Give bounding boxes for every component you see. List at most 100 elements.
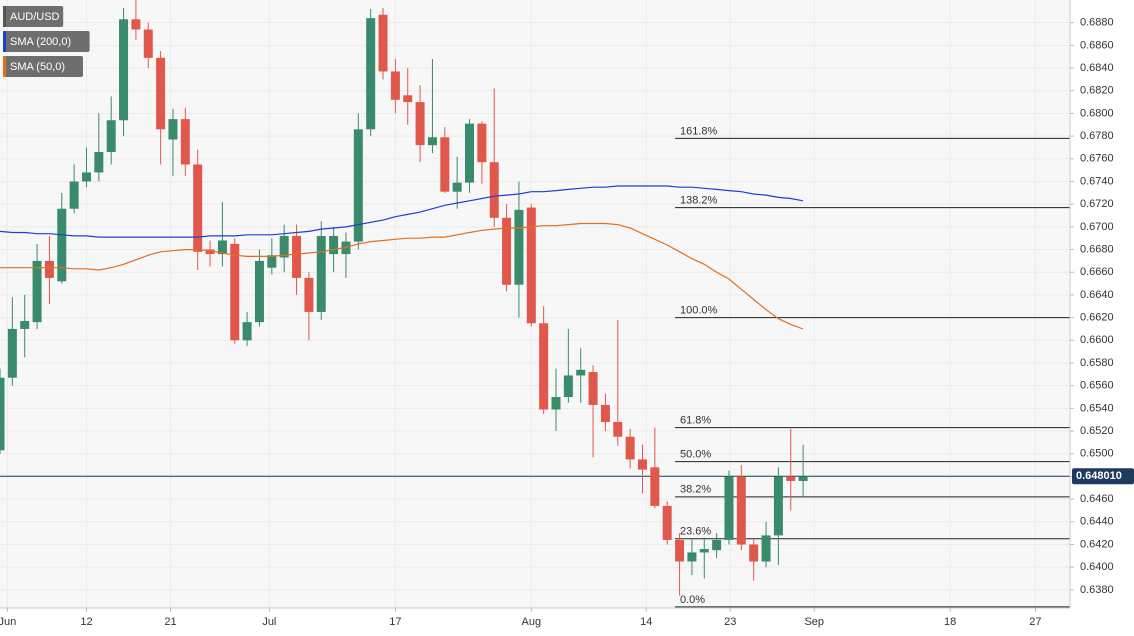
candle-body — [650, 467, 660, 506]
y-tick-label: 0.6700 — [1080, 221, 1114, 233]
y-tick-label: 0.6420 — [1080, 538, 1114, 550]
legend-label: AUD/USD — [10, 11, 60, 23]
candle-body — [254, 260, 264, 323]
candle-body — [390, 71, 400, 100]
candle-body — [563, 375, 573, 398]
y-tick-label: 0.6400 — [1080, 561, 1114, 573]
x-tick-label: Aug — [522, 616, 542, 628]
x-tick-label: 27 — [1029, 616, 1041, 628]
candle-body — [292, 235, 302, 278]
candle-body — [180, 119, 190, 165]
candle-body — [81, 172, 91, 182]
candle-body — [699, 549, 709, 553]
y-tick-label: 0.6780 — [1080, 130, 1114, 142]
y-tick-label: 0.6820 — [1080, 85, 1114, 97]
candle-body — [675, 539, 685, 562]
y-tick-label: 0.6500 — [1080, 448, 1114, 460]
fib-level-label: 38.2% — [680, 484, 711, 496]
fib-level-label: 161.8% — [680, 125, 718, 137]
x-tick-label: Jul — [262, 616, 276, 628]
candle-body — [489, 162, 499, 218]
candle-body — [588, 372, 598, 405]
candle-body — [452, 182, 462, 192]
y-tick-label: 0.6440 — [1080, 516, 1114, 528]
y-tick-label: 0.6560 — [1080, 380, 1114, 392]
candle-body — [773, 476, 783, 536]
candle-body — [242, 322, 252, 341]
candle-body — [217, 240, 227, 255]
candle-body — [724, 476, 734, 540]
candle-body — [57, 208, 67, 282]
y-tick-label: 0.6740 — [1080, 175, 1114, 187]
candle-body — [366, 18, 376, 130]
candle-body — [415, 102, 425, 146]
legend-marker — [3, 56, 6, 77]
legend-box — [3, 56, 83, 77]
price-label: 0.648010 — [1076, 470, 1122, 482]
y-tick-label: 0.6880 — [1080, 17, 1114, 29]
candle-body — [106, 120, 116, 152]
candle-body — [131, 19, 141, 30]
legend: AUD/USD SMA (200,0) SMA (50,0) — [3, 6, 90, 77]
candle-body — [119, 19, 129, 121]
price-label-box — [1072, 468, 1134, 485]
x-tick-label: 23 — [724, 616, 736, 628]
candle-body — [304, 277, 314, 312]
candle-body — [427, 137, 437, 146]
candle-body — [378, 14, 388, 72]
fib-level-label: 23.6% — [680, 526, 711, 538]
candle-body — [20, 321, 30, 329]
legend-box — [3, 31, 90, 52]
candle-body — [798, 476, 808, 481]
candle-body — [477, 123, 487, 163]
candle-body — [514, 209, 524, 285]
fib-level-label: 138.2% — [680, 194, 718, 206]
candle-body — [576, 369, 586, 376]
x-tick-label: Jun — [0, 616, 16, 628]
candle-body — [539, 323, 549, 410]
sma-line — [0, 222, 804, 330]
candle-body — [353, 129, 363, 242]
candle-body — [662, 505, 672, 540]
candle-body — [279, 235, 289, 258]
candle-body — [205, 249, 215, 255]
legend-label: SMA (200,0) — [10, 36, 71, 48]
x-tick-label: 12 — [80, 616, 92, 628]
y-tick-label: 0.6680 — [1080, 243, 1114, 255]
y-tick-label: 0.6540 — [1080, 402, 1114, 414]
y-tick-label: 0.6600 — [1080, 334, 1114, 346]
candle-body — [267, 255, 277, 268]
candle-body — [168, 119, 178, 140]
candle-body — [637, 459, 647, 470]
candle-body — [69, 181, 79, 209]
y-tick-label: 0.6660 — [1080, 266, 1114, 278]
candle-body — [502, 217, 512, 285]
x-tick-label: 21 — [164, 616, 176, 628]
candle-body — [0, 377, 5, 451]
candle-body — [440, 137, 450, 192]
candle-body — [526, 207, 536, 324]
candle-body — [465, 123, 475, 183]
y-tick-label: 0.6620 — [1080, 312, 1114, 324]
candle-body — [230, 243, 240, 341]
candle-body — [44, 260, 54, 278]
candle-body — [32, 260, 42, 323]
candle-body — [329, 235, 339, 255]
candle-body — [625, 436, 635, 460]
x-tick-label: 17 — [389, 616, 401, 628]
candle-body — [316, 235, 326, 312]
candle-body — [143, 29, 153, 58]
legend-box — [3, 6, 64, 27]
x-tick-label: Sep — [804, 616, 824, 628]
x-tick-label: 18 — [944, 616, 956, 628]
legend-marker — [3, 31, 6, 52]
fib-level-label: 50.0% — [680, 449, 711, 461]
y-tick-label: 0.6800 — [1080, 107, 1114, 119]
fib-level-label: 100.0% — [680, 305, 718, 317]
plot-area: 161.8% 138.2% 100.0% 61.8% 50.0% 38.2% 23.6% 0.… — [0, 0, 1070, 608]
candle-body — [156, 57, 166, 130]
y-tick-label: 0.6760 — [1080, 153, 1114, 165]
candle-body — [403, 95, 413, 103]
legend-label: SMA (50,0) — [10, 61, 65, 73]
